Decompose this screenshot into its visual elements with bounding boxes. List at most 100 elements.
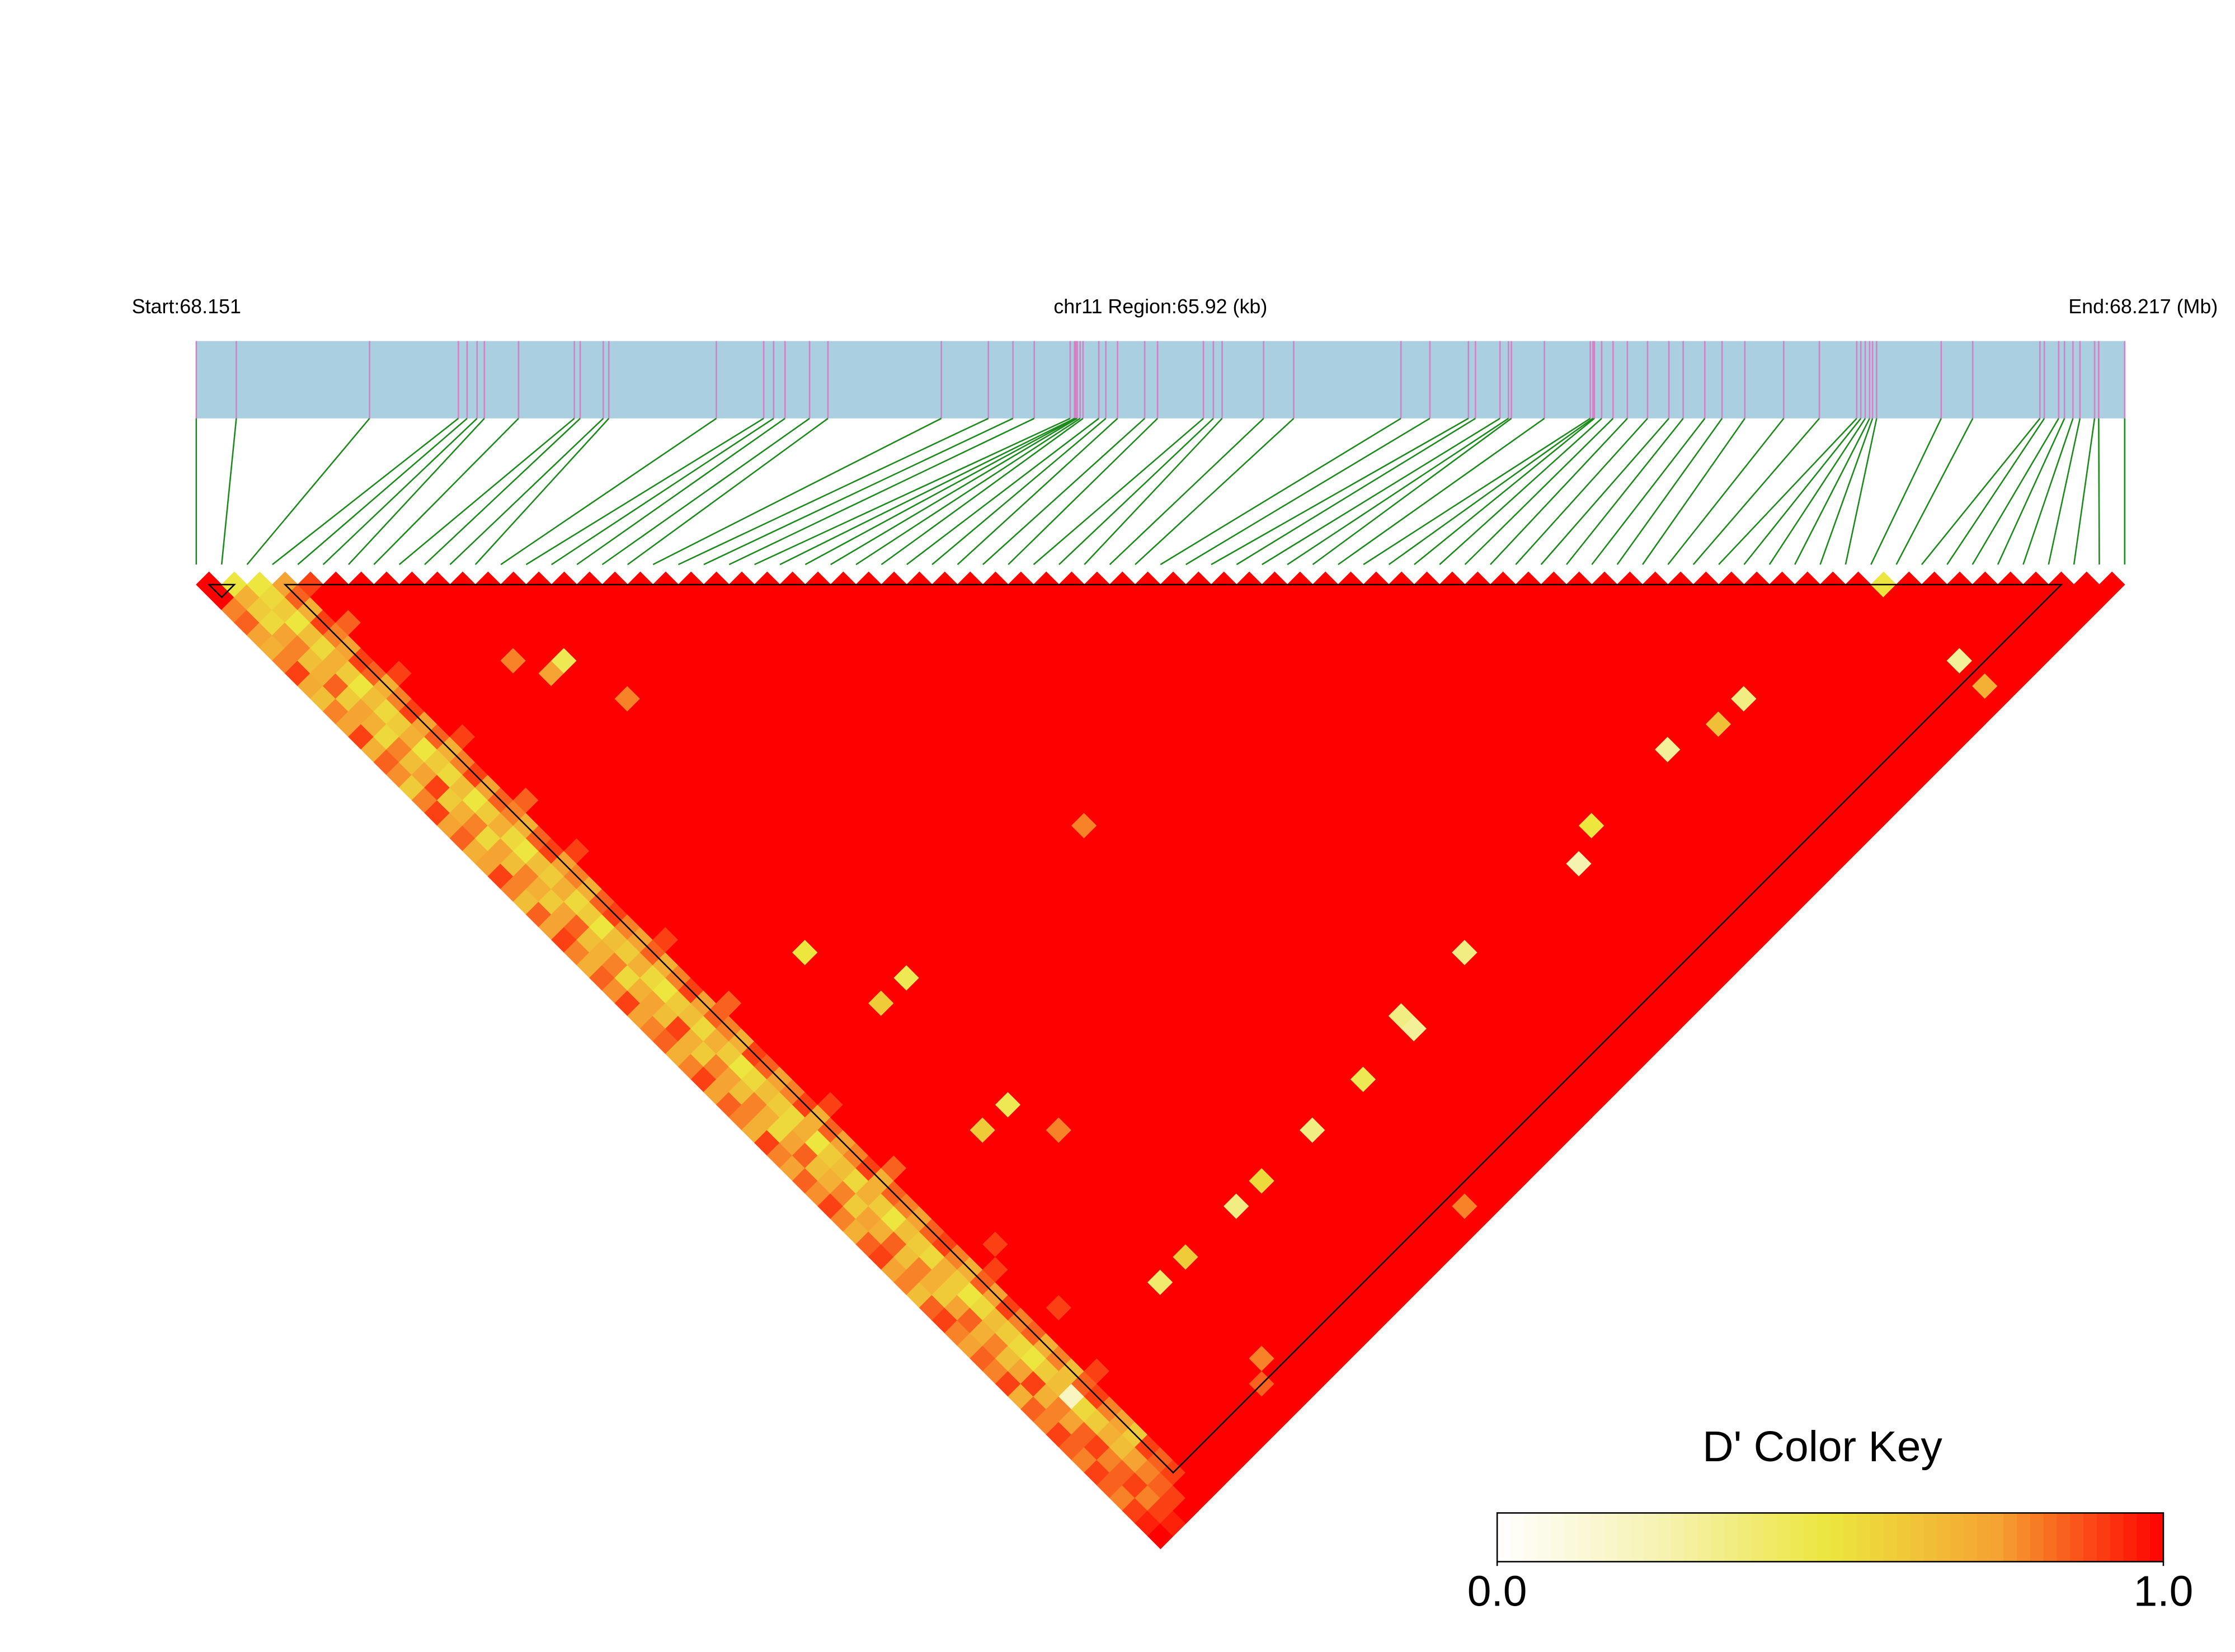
colorkey-swatch (2057, 1513, 2071, 1562)
snp-connector (1794, 418, 1871, 565)
snp-connector (652, 417, 942, 566)
snp-connector (1363, 417, 1591, 566)
colorkey-swatch (1830, 1513, 1845, 1562)
snp-connector (830, 417, 1078, 566)
colorkey-swatch (1683, 1513, 1698, 1562)
snp-connector (1414, 417, 1595, 566)
snp-connector (627, 417, 829, 566)
snp-connector (855, 417, 1081, 566)
colorkey-swatch (1777, 1513, 1791, 1562)
snp-connector (551, 417, 774, 566)
colorkey-swatch (1763, 1513, 1778, 1562)
snp-connector (1439, 417, 1602, 566)
snp-connector (1768, 418, 1866, 565)
colorkey-swatch (1617, 1513, 1631, 1562)
colorkey-swatch (1990, 1513, 2004, 1562)
snp-connector (931, 417, 1107, 566)
colorkey-swatch (1630, 1513, 1644, 1562)
snp-connector (2022, 418, 2074, 565)
colorkey-swatch (1697, 1513, 1711, 1562)
colorkey-tick-label: 0.0 (1467, 1568, 1527, 1616)
snp-connector (1819, 418, 1874, 565)
snp-connector (1743, 418, 1862, 565)
snp-connector (1642, 418, 1745, 565)
ld-cell (2098, 571, 2125, 598)
colorkey-swatch (1737, 1513, 1751, 1562)
region-bar (196, 341, 2125, 418)
snp-connector (754, 417, 1071, 566)
snp-connector (1515, 418, 1648, 565)
chart-title: chr11 Region:65.92 (kb) (1053, 295, 1267, 318)
snp-connector (678, 417, 989, 566)
colorkey-frame (1496, 1512, 2165, 1562)
snp-connector (348, 418, 485, 566)
snp-connector (424, 417, 581, 566)
colorkey-swatch (1950, 1513, 1964, 1562)
snp-connector (1008, 418, 1158, 566)
colorkey-swatch (1923, 1513, 1937, 1562)
snp-connector (1667, 418, 1785, 565)
snp-connector (1185, 417, 1431, 566)
snp-connector (881, 417, 1084, 566)
colorkey-swatch (2137, 1513, 2151, 1562)
start-label: Start:68.151 (132, 295, 241, 318)
snp-connector (2048, 418, 2081, 565)
snp-connector (297, 417, 468, 566)
snp-connector (1312, 417, 1512, 566)
colorkey-swatch (1644, 1513, 1658, 1562)
colorkey-swatch (1523, 1513, 1538, 1562)
snp-connector (246, 418, 370, 565)
snp-connector (906, 417, 1099, 566)
colorkey-swatch (1577, 1513, 1591, 1562)
colorkey-swatch (1724, 1513, 1738, 1562)
colorkey-swatch (2043, 1513, 2058, 1562)
snp-connector (957, 417, 1118, 566)
colorkey-swatch (1883, 1513, 1898, 1562)
colorkey-swatch (1537, 1513, 1551, 1562)
colorkey-title: D' Color Key (1702, 1423, 1942, 1471)
snp-connector (1388, 417, 1594, 566)
snp-connector (1845, 418, 1878, 565)
snp-connector (1135, 417, 1295, 566)
snp-connector (1718, 418, 1857, 566)
snp-connector (1464, 418, 1614, 566)
colorkey-swatch (1750, 1513, 1765, 1562)
colorkey-swatch (1963, 1513, 1978, 1562)
colorkey-swatch (1897, 1513, 1911, 1562)
snp-connector (1211, 417, 1469, 566)
snp-connector (2098, 418, 2100, 565)
snp-connector (500, 417, 717, 566)
colorkey-swatch (1497, 1513, 1511, 1562)
snp-connector (474, 418, 610, 565)
colorkey-swatch (1657, 1513, 1671, 1562)
colorkey-swatch (2003, 1513, 2017, 1562)
colorkey-swatch (2150, 1513, 2164, 1562)
snp-connector (804, 417, 1076, 566)
colorkey-swatch (1870, 1513, 1884, 1562)
end-label: End:68.217 (Mb) (2068, 295, 2218, 318)
snp-connector (1692, 418, 1820, 565)
colorkey-tick-label: 1.0 (2134, 1568, 2194, 1616)
colorkey-swatch (1790, 1513, 1804, 1562)
haplotype-block (283, 583, 2063, 1474)
colorkey-swatch (2123, 1513, 2138, 1562)
colorkey-swatch (1977, 1513, 1991, 1562)
snp-connector (1287, 417, 1509, 566)
snp-connector (1997, 418, 2065, 565)
snp-connector (220, 418, 237, 565)
snp-connector (779, 417, 1075, 566)
snp-connector (1058, 417, 1214, 566)
snp-connector (1109, 417, 1264, 566)
colorkey-swatch (2016, 1513, 2031, 1562)
snp-connector (1338, 417, 1545, 566)
snp-connector (373, 418, 519, 566)
colorkey-swatch (1817, 1513, 1831, 1562)
snp-connector (272, 417, 459, 566)
snp-connector (1262, 417, 1500, 566)
snp-connector (1033, 417, 1204, 566)
colorkey-swatch (1910, 1513, 1925, 1562)
colorkey-swatch (1803, 1513, 1818, 1562)
snp-connector (1971, 418, 2059, 565)
snp-connector (601, 417, 810, 566)
